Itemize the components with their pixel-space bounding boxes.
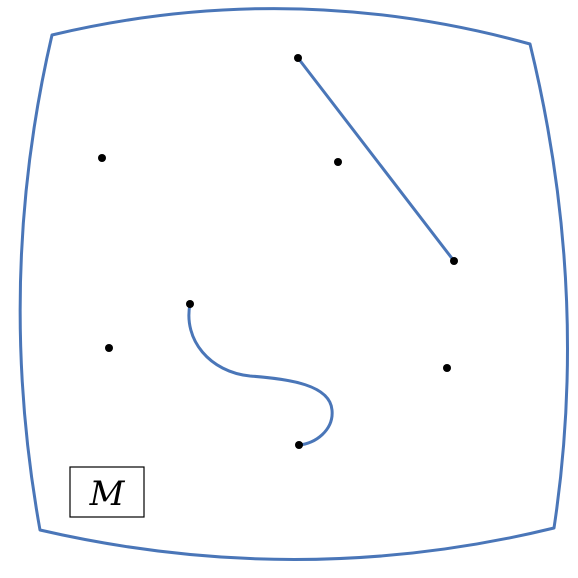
manifold-boundary <box>18 7 569 561</box>
label-box <box>69 466 145 518</box>
point-lower-right <box>443 364 451 372</box>
point-left <box>105 344 113 352</box>
point-right <box>450 257 458 265</box>
space-label: M <box>69 466 145 518</box>
label-m: M <box>89 474 126 514</box>
point-curve-start <box>186 300 194 308</box>
point-top-left <box>98 154 106 162</box>
point-curve-end <box>295 441 303 449</box>
straight-path <box>296 56 456 263</box>
point-center-top <box>334 158 342 166</box>
curved-path <box>187 302 334 447</box>
point-top <box>294 54 302 62</box>
